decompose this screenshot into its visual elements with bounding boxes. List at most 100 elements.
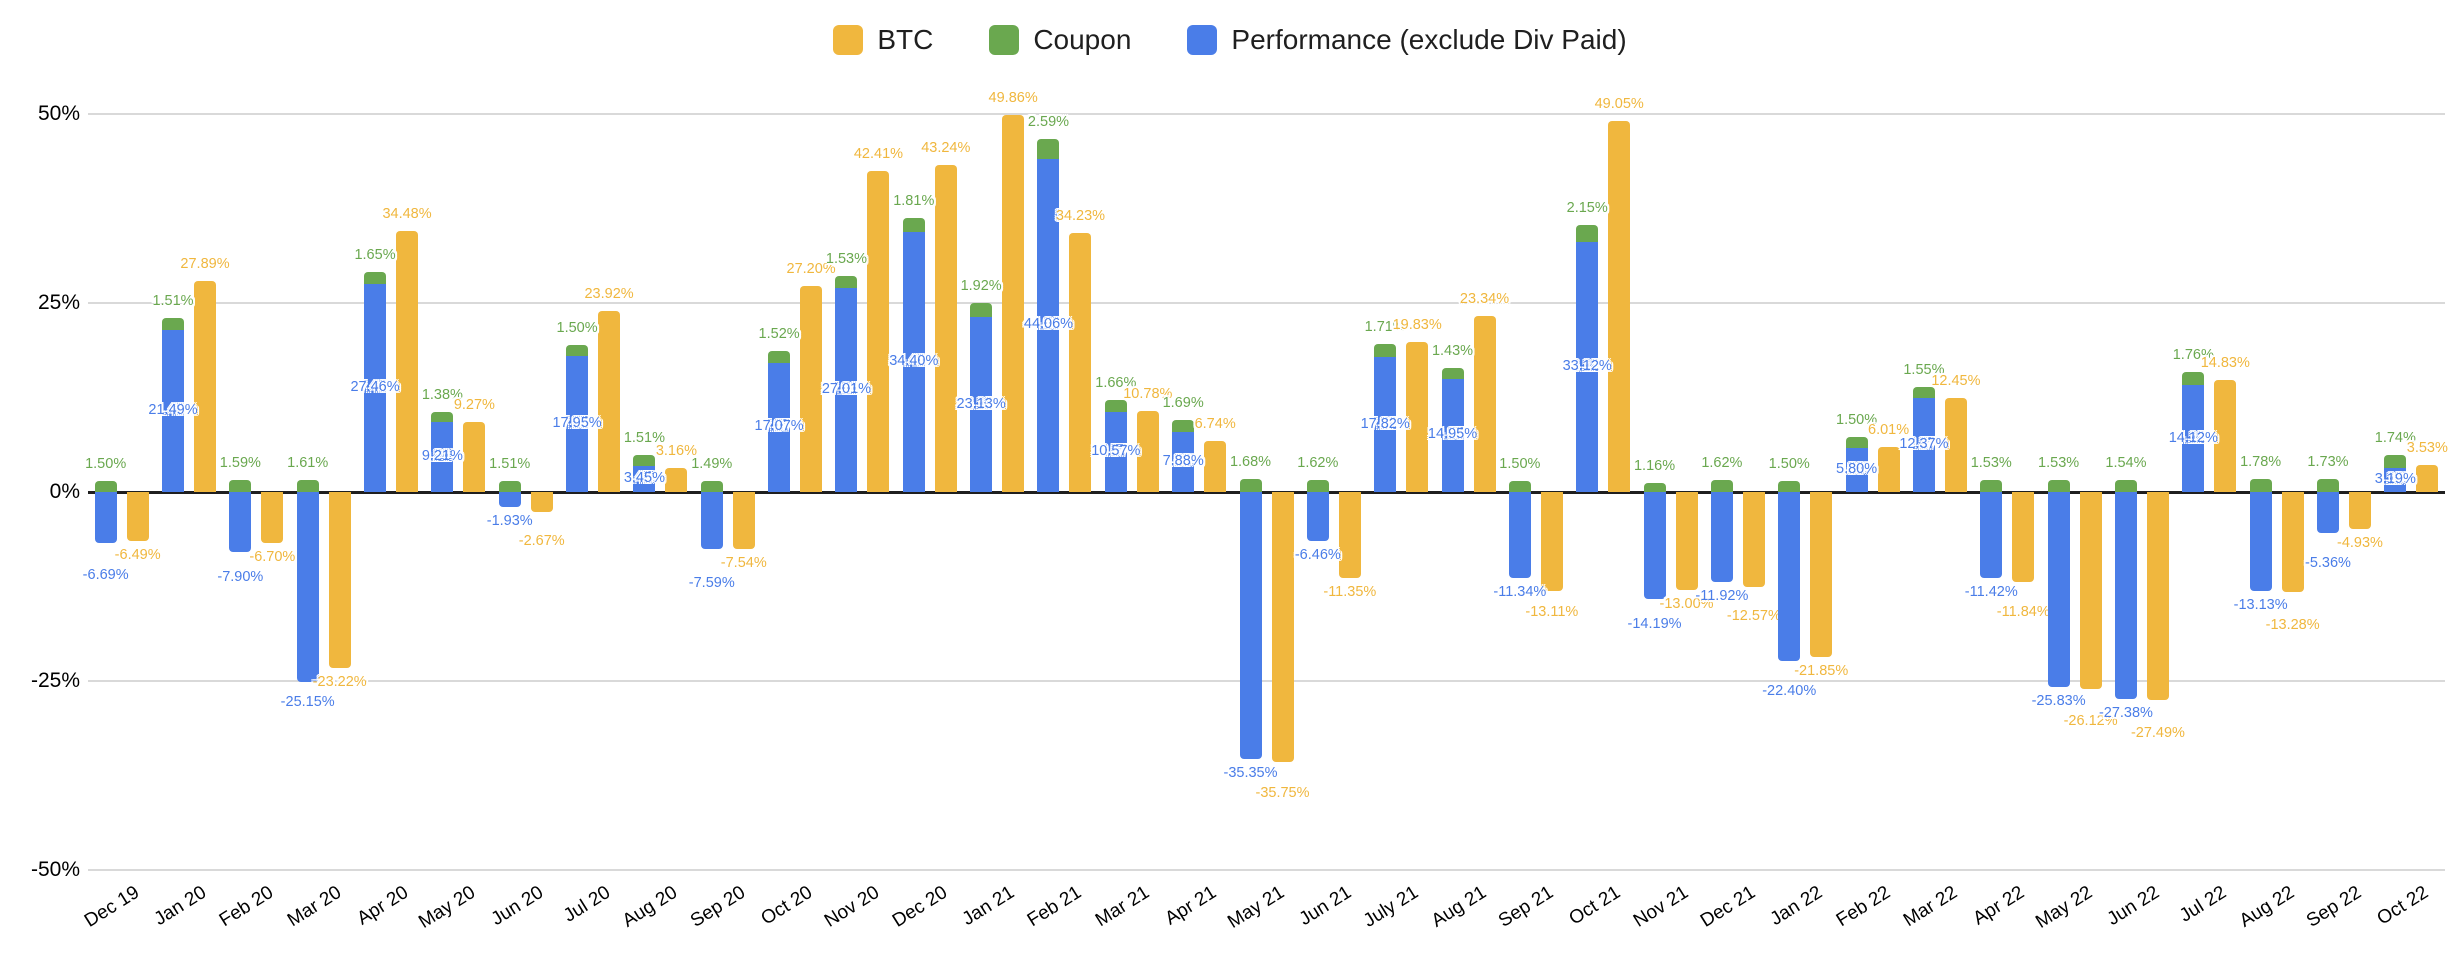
bar-performance-oct-22[interactable] <box>2384 467 2407 492</box>
bar-performance-feb-22[interactable] <box>1845 448 1868 492</box>
bar-btc-aug-20[interactable] <box>665 468 688 492</box>
bar-performance-apr-20[interactable] <box>364 284 387 492</box>
bar-btc-jul-22[interactable] <box>2214 379 2237 492</box>
bar-coupon-jan-21[interactable] <box>970 302 993 318</box>
bar-coupon-nov-20[interactable] <box>835 276 858 288</box>
bar-coupon-july-21[interactable] <box>1374 344 1397 358</box>
bar-performance-dec-20[interactable] <box>902 231 925 492</box>
bar-coupon-jun-20[interactable] <box>498 480 521 492</box>
bar-performance-sep-21[interactable] <box>1508 492 1531 578</box>
bar-btc-dec-21[interactable] <box>1742 492 1765 588</box>
bar-performance-dec-21[interactable] <box>1710 492 1733 583</box>
bar-btc-aug-22[interactable] <box>2281 492 2304 593</box>
bar-performance-jun-20[interactable] <box>498 492 521 507</box>
bar-performance-nov-21[interactable] <box>1643 492 1666 600</box>
bar-coupon-sep-21[interactable] <box>1508 480 1531 492</box>
bar-performance-may-22[interactable] <box>2047 492 2070 688</box>
bar-coupon-feb-22[interactable] <box>1845 436 1868 449</box>
bar-btc-mar-20[interactable] <box>328 492 351 668</box>
bar-coupon-apr-22[interactable] <box>1980 480 2003 492</box>
legend-item-coupon[interactable]: Coupon <box>989 24 1131 56</box>
bar-performance-sep-20[interactable] <box>700 492 723 550</box>
bar-performance-mar-22[interactable] <box>1912 398 1935 492</box>
bar-btc-dec-20[interactable] <box>934 165 957 492</box>
bar-btc-sep-21[interactable] <box>1540 492 1563 592</box>
bar-btc-dec-19[interactable] <box>126 492 149 542</box>
bar-coupon-apr-21[interactable] <box>1172 419 1195 433</box>
bar-btc-jan-21[interactable] <box>1002 115 1025 492</box>
bar-btc-jun-22[interactable] <box>2146 492 2169 700</box>
bar-performance-aug-22[interactable] <box>2249 492 2272 592</box>
bar-performance-may-20[interactable] <box>431 422 454 492</box>
bar-btc-oct-20[interactable] <box>800 286 823 492</box>
bar-btc-jan-22[interactable] <box>1810 492 1833 658</box>
bar-coupon-sep-20[interactable] <box>700 480 723 492</box>
bar-performance-oct-20[interactable] <box>768 362 791 492</box>
bar-coupon-jan-20[interactable] <box>162 318 184 330</box>
bar-performance-jan-21[interactable] <box>970 317 993 492</box>
bar-performance-oct-21[interactable] <box>1576 241 1599 492</box>
bar-coupon-jul-22[interactable] <box>2182 371 2205 386</box>
bar-performance-jun-21[interactable] <box>1306 492 1329 541</box>
bar-btc-mar-21[interactable] <box>1136 410 1159 492</box>
bar-performance-jul-22[interactable] <box>2182 385 2205 492</box>
bar-coupon-mar-22[interactable] <box>1912 386 1935 399</box>
bar-performance-sep-22[interactable] <box>2316 492 2339 533</box>
bar-coupon-aug-21[interactable] <box>1441 368 1464 379</box>
bar-coupon-may-21[interactable] <box>1239 479 1262 492</box>
bar-coupon-sep-22[interactable] <box>2316 478 2339 492</box>
bar-performance-dec-19[interactable] <box>94 492 117 543</box>
bar-coupon-jan-22[interactable] <box>1778 480 1801 492</box>
bar-performance-jul-20[interactable] <box>566 356 589 492</box>
bar-performance-feb-20[interactable] <box>229 492 252 552</box>
bar-coupon-jun-21[interactable] <box>1306 479 1329 492</box>
bar-coupon-feb-21[interactable] <box>1037 139 1060 159</box>
bar-coupon-apr-20[interactable] <box>364 271 387 285</box>
bar-coupon-may-22[interactable] <box>2047 480 2070 492</box>
bar-performance-july-21[interactable] <box>1374 357 1397 492</box>
bar-btc-jul-20[interactable] <box>598 311 621 492</box>
bar-btc-may-22[interactable] <box>2079 492 2102 690</box>
bar-btc-apr-22[interactable] <box>2012 492 2035 582</box>
bar-coupon-aug-20[interactable] <box>633 454 656 466</box>
bar-btc-jun-20[interactable] <box>530 492 553 513</box>
bar-coupon-oct-20[interactable] <box>768 351 791 363</box>
bar-coupon-oct-21[interactable] <box>1576 225 1599 242</box>
bar-coupon-mar-20[interactable] <box>296 479 319 492</box>
bar-btc-sep-20[interactable] <box>732 492 755 549</box>
bar-btc-feb-21[interactable] <box>1069 233 1092 492</box>
bar-performance-may-21[interactable] <box>1239 492 1262 760</box>
bar-btc-jun-21[interactable] <box>1338 492 1361 578</box>
bar-btc-feb-22[interactable] <box>1877 446 1900 492</box>
bar-coupon-oct-22[interactable] <box>2384 454 2407 468</box>
bar-performance-mar-20[interactable] <box>296 492 319 683</box>
bar-btc-may-21[interactable] <box>1271 492 1294 763</box>
bar-performance-jan-22[interactable] <box>1778 492 1801 662</box>
bar-btc-oct-22[interactable] <box>2416 465 2439 492</box>
bar-btc-feb-20[interactable] <box>261 492 284 543</box>
bar-btc-apr-21[interactable] <box>1204 441 1227 492</box>
bar-coupon-mar-21[interactable] <box>1104 399 1127 413</box>
legend-item-btc[interactable]: BTC <box>833 24 933 56</box>
legend-item-performance[interactable]: Performance (exclude Div Paid) <box>1187 24 1627 56</box>
bar-performance-mar-21[interactable] <box>1104 412 1127 492</box>
bar-btc-aug-21[interactable] <box>1473 315 1496 492</box>
bar-performance-jan-20[interactable] <box>162 329 184 492</box>
bar-coupon-jun-22[interactable] <box>2114 480 2137 492</box>
bar-btc-jan-20[interactable] <box>194 281 216 492</box>
bar-performance-apr-21[interactable] <box>1172 432 1195 492</box>
bar-performance-nov-20[interactable] <box>835 287 858 492</box>
bar-btc-oct-21[interactable] <box>1608 121 1631 492</box>
bar-performance-jun-22[interactable] <box>2114 492 2137 699</box>
bar-btc-nov-20[interactable] <box>867 171 890 492</box>
bar-performance-apr-22[interactable] <box>1980 492 2003 579</box>
bar-coupon-feb-20[interactable] <box>229 479 252 492</box>
bar-coupon-aug-22[interactable] <box>2249 478 2272 492</box>
bar-btc-nov-21[interactable] <box>1675 492 1698 591</box>
bar-btc-mar-22[interactable] <box>1944 397 1967 492</box>
bar-coupon-jul-20[interactable] <box>566 344 589 357</box>
bar-coupon-dec-20[interactable] <box>902 218 925 232</box>
bar-performance-aug-20[interactable] <box>633 465 656 492</box>
bar-coupon-dec-19[interactable] <box>94 480 117 492</box>
bar-coupon-may-20[interactable] <box>431 411 454 423</box>
